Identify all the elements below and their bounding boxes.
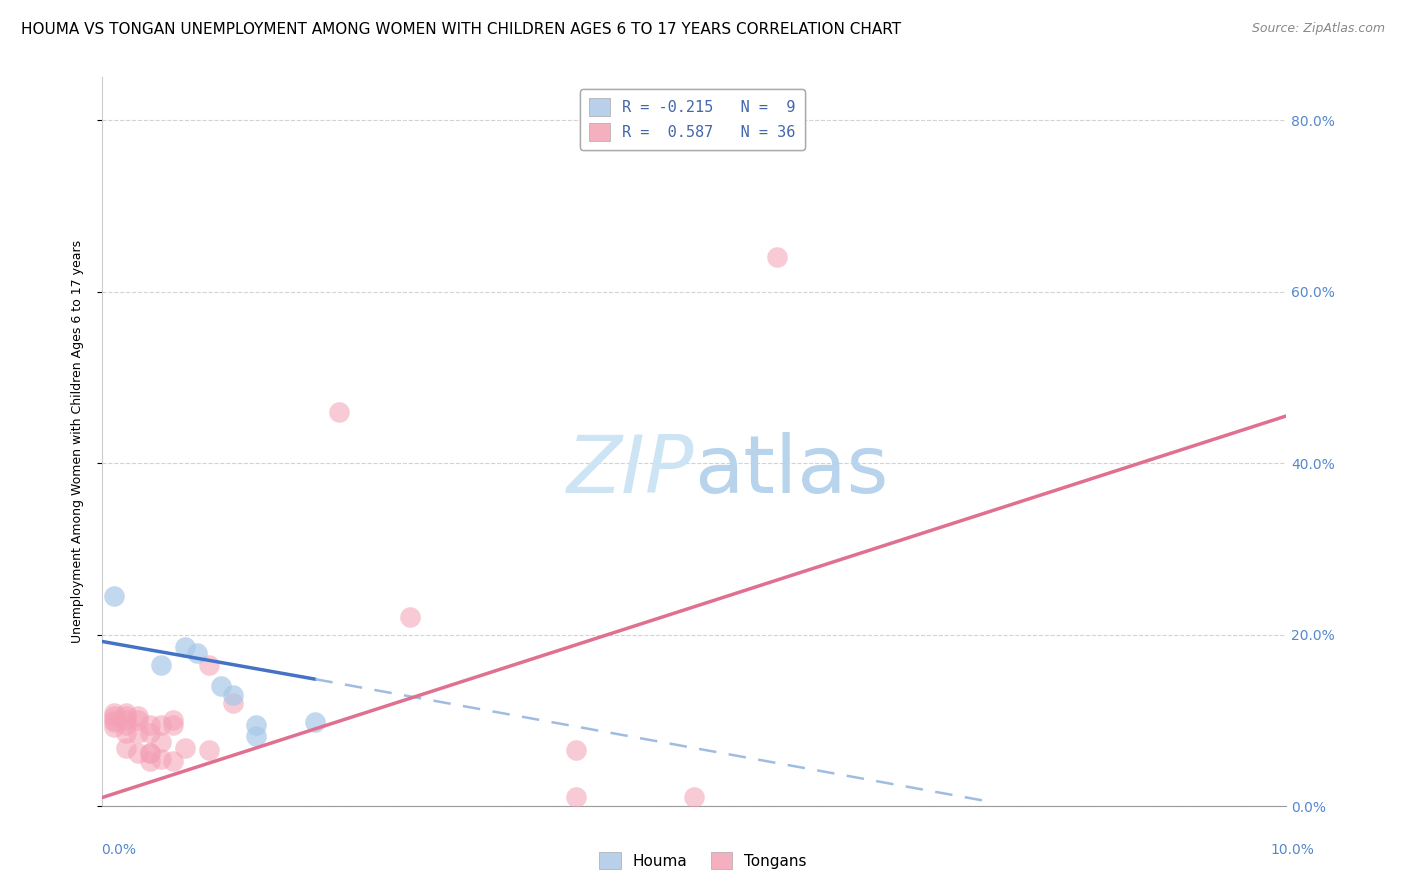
Text: ZIP: ZIP bbox=[567, 432, 695, 510]
Point bbox=[150, 735, 173, 749]
Point bbox=[138, 746, 160, 760]
Point bbox=[174, 640, 197, 655]
Point bbox=[127, 714, 149, 728]
Point bbox=[103, 714, 125, 728]
Point bbox=[565, 790, 588, 805]
Point bbox=[103, 709, 125, 723]
Point bbox=[209, 679, 232, 693]
Point bbox=[138, 755, 160, 769]
Point bbox=[162, 717, 184, 731]
Point bbox=[683, 790, 706, 805]
Point bbox=[304, 714, 326, 729]
Point bbox=[198, 657, 221, 672]
Point bbox=[127, 726, 149, 740]
Point bbox=[115, 714, 138, 728]
Point bbox=[766, 251, 789, 265]
Point bbox=[115, 740, 138, 755]
Y-axis label: Unemployment Among Women with Children Ages 6 to 17 years: Unemployment Among Women with Children A… bbox=[72, 240, 84, 643]
Point bbox=[115, 706, 138, 721]
Point bbox=[103, 589, 125, 603]
Text: 10.0%: 10.0% bbox=[1271, 843, 1315, 857]
Legend: Houma, Tongans: Houma, Tongans bbox=[593, 846, 813, 875]
Point bbox=[127, 709, 149, 723]
Point bbox=[174, 740, 197, 755]
Point bbox=[103, 706, 125, 721]
Point bbox=[328, 405, 350, 419]
Text: Source: ZipAtlas.com: Source: ZipAtlas.com bbox=[1251, 22, 1385, 36]
Point bbox=[138, 717, 160, 731]
Point bbox=[150, 717, 173, 731]
Point bbox=[103, 720, 125, 734]
Point bbox=[115, 717, 138, 731]
Text: HOUMA VS TONGAN UNEMPLOYMENT AMONG WOMEN WITH CHILDREN AGES 6 TO 17 YEARS CORREL: HOUMA VS TONGAN UNEMPLOYMENT AMONG WOMEN… bbox=[21, 22, 901, 37]
Point bbox=[115, 726, 138, 740]
Point bbox=[150, 657, 173, 672]
Point bbox=[150, 752, 173, 766]
Point bbox=[138, 746, 160, 760]
Point bbox=[115, 709, 138, 723]
Point bbox=[162, 714, 184, 728]
Point bbox=[399, 610, 422, 624]
Text: atlas: atlas bbox=[695, 432, 889, 510]
Point bbox=[221, 696, 243, 710]
Point bbox=[245, 729, 267, 743]
Point bbox=[103, 714, 125, 729]
Legend: R = -0.215   N =  9, R =  0.587   N = 36: R = -0.215 N = 9, R = 0.587 N = 36 bbox=[579, 88, 804, 150]
Point bbox=[245, 717, 267, 731]
Text: 0.0%: 0.0% bbox=[101, 843, 136, 857]
Point bbox=[162, 755, 184, 769]
Point bbox=[186, 647, 208, 661]
Point bbox=[221, 688, 243, 702]
Point bbox=[138, 726, 160, 740]
Point bbox=[565, 743, 588, 757]
Point bbox=[127, 746, 149, 760]
Point bbox=[198, 743, 221, 757]
